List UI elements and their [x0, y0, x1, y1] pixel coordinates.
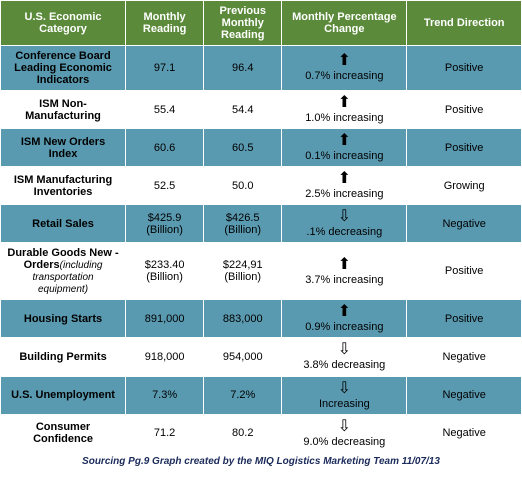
arrow-down-icon: ⇩ — [338, 209, 351, 225]
trend-cell: Negative — [407, 338, 522, 376]
trend-cell: Positive — [407, 91, 522, 129]
table-row: ISM Manufacturing Inventories52.550.0⬆2.… — [1, 167, 522, 205]
monthly-cell: 71.2 — [126, 414, 204, 452]
trend-cell: Growing — [407, 167, 522, 205]
trend-cell: Positive — [407, 46, 522, 91]
previous-cell: 883,000 — [204, 300, 282, 338]
category-cell: ISM Non-Manufacturing — [1, 91, 126, 129]
change-cell: ⇩9.0% decreasing — [282, 414, 407, 452]
economic-table: U.S. Economic CategoryMonthly ReadingPre… — [0, 0, 522, 453]
change-label: 9.0% decreasing — [303, 436, 385, 448]
column-header: Monthly Reading — [126, 1, 204, 46]
previous-cell: 80.2 — [204, 414, 282, 452]
category-cell: Durable Goods New -Orders(including tran… — [1, 243, 126, 300]
category-cell: Consumer Confidence — [1, 414, 126, 452]
previous-cell: $224,91 (Billion) — [204, 243, 282, 300]
change-cell: ⇩.1% decreasing — [282, 205, 407, 243]
footer-caption: Sourcing Pg.9 Graph created by the MIQ L… — [0, 453, 522, 471]
arrow-down-icon: ⇩ — [338, 342, 351, 358]
table-row: Building Permits918,000954,000⇩3.8% decr… — [1, 338, 522, 376]
trend-cell: Negative — [407, 376, 522, 414]
monthly-cell: 55.4 — [126, 91, 204, 129]
monthly-cell: 97.1 — [126, 46, 204, 91]
category-cell: Housing Starts — [1, 300, 126, 338]
change-label: 0.1% increasing — [305, 150, 383, 162]
change-label: Increasing — [319, 398, 370, 410]
previous-cell: 60.5 — [204, 129, 282, 167]
trend-cell: Positive — [407, 300, 522, 338]
previous-cell: 96.4 — [204, 46, 282, 91]
arrow-up-icon: ⬆ — [338, 304, 351, 320]
change-label: .1% decreasing — [306, 226, 382, 238]
monthly-cell: 52.5 — [126, 167, 204, 205]
table-row: U.S. Unemployment7.3%7.2%⇩IncreasingNega… — [1, 376, 522, 414]
change-cell: ⬆0.9% increasing — [282, 300, 407, 338]
change-label: 3.8% decreasing — [303, 359, 385, 371]
arrow-up-icon: ⬆ — [338, 95, 351, 111]
category-cell: ISM New Orders Index — [1, 129, 126, 167]
table-row: Consumer Confidence71.280.2⇩9.0% decreas… — [1, 414, 522, 452]
arrow-up-icon: ⬆ — [338, 257, 351, 273]
previous-cell: 50.0 — [204, 167, 282, 205]
change-cell: ⬆1.0% increasing — [282, 91, 407, 129]
column-header: Trend Direction — [407, 1, 522, 46]
previous-cell: 7.2% — [204, 376, 282, 414]
table-header-row: U.S. Economic CategoryMonthly ReadingPre… — [1, 1, 522, 46]
table-row: Housing Starts891,000883,000⬆0.9% increa… — [1, 300, 522, 338]
change-label: 0.7% increasing — [305, 70, 383, 82]
category-cell: Building Permits — [1, 338, 126, 376]
monthly-cell: 918,000 — [126, 338, 204, 376]
change-cell: ⬆2.5% increasing — [282, 167, 407, 205]
change-cell: ⬆0.7% increasing — [282, 46, 407, 91]
arrow-up-icon: ⬆ — [338, 53, 351, 69]
change-cell: ⇩3.8% decreasing — [282, 338, 407, 376]
table-row: ISM Non-Manufacturing55.454.4⬆1.0% incre… — [1, 91, 522, 129]
table-row: ISM New Orders Index60.660.5⬆0.1% increa… — [1, 129, 522, 167]
change-label: 2.5% increasing — [305, 188, 383, 200]
previous-cell: $426.5 (Billion) — [204, 205, 282, 243]
column-header: Previous Monthly Reading — [204, 1, 282, 46]
change-cell: ⬆0.1% increasing — [282, 129, 407, 167]
category-cell: ISM Manufacturing Inventories — [1, 167, 126, 205]
trend-cell: Negative — [407, 414, 522, 452]
table-row: Conference Board Leading Economic Indica… — [1, 46, 522, 91]
monthly-cell: $233.40 (Billion) — [126, 243, 204, 300]
column-header: Monthly Percentage Change — [282, 1, 407, 46]
monthly-cell: 60.6 — [126, 129, 204, 167]
change-label: 0.9% increasing — [305, 321, 383, 333]
change-label: 3.7% increasing — [305, 274, 383, 286]
monthly-cell: $425.9 (Billion) — [126, 205, 204, 243]
monthly-cell: 7.3% — [126, 376, 204, 414]
table-row: Retail Sales$425.9 (Billion)$426.5 (Bill… — [1, 205, 522, 243]
category-cell: Retail Sales — [1, 205, 126, 243]
category-subtext: (including transportation equipment) — [32, 260, 102, 295]
arrow-up-icon: ⬆ — [338, 133, 351, 149]
arrow-down-icon: ⇩ — [338, 381, 351, 397]
previous-cell: 954,000 — [204, 338, 282, 376]
trend-cell: Negative — [407, 205, 522, 243]
arrow-down-icon: ⇩ — [338, 419, 351, 435]
category-cell: U.S. Unemployment — [1, 376, 126, 414]
change-label: 1.0% increasing — [305, 112, 383, 124]
previous-cell: 54.4 — [204, 91, 282, 129]
arrow-up-icon: ⬆ — [338, 171, 351, 187]
change-cell: ⇩Increasing — [282, 376, 407, 414]
monthly-cell: 891,000 — [126, 300, 204, 338]
change-cell: ⬆3.7% increasing — [282, 243, 407, 300]
table-row: Durable Goods New -Orders(including tran… — [1, 243, 522, 300]
category-cell: Conference Board Leading Economic Indica… — [1, 46, 126, 91]
trend-cell: Positive — [407, 243, 522, 300]
column-header: U.S. Economic Category — [1, 1, 126, 46]
trend-cell: Positive — [407, 129, 522, 167]
